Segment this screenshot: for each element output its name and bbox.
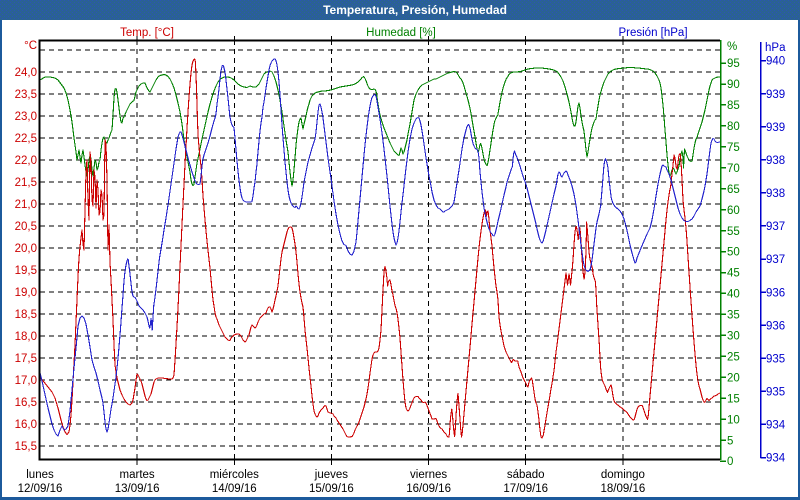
svg-text:Presión [hPa]: Presión [hPa]	[618, 27, 687, 39]
svg-text:20,5: 20,5	[15, 221, 37, 233]
svg-text:935: 935	[766, 387, 785, 399]
svg-text:937: 937	[766, 221, 785, 233]
svg-text:80: 80	[727, 121, 740, 133]
svg-text:miércoles: miércoles	[210, 469, 259, 481]
svg-text:939: 939	[766, 122, 785, 134]
svg-text:°C: °C	[24, 40, 37, 52]
svg-text:25: 25	[727, 352, 740, 364]
svg-text:jueves: jueves	[314, 469, 348, 481]
svg-text:0: 0	[727, 456, 733, 468]
svg-text:17,0: 17,0	[15, 375, 37, 387]
svg-text:5: 5	[727, 435, 733, 447]
svg-text:15: 15	[727, 393, 740, 405]
svg-text:22,0: 22,0	[15, 155, 37, 167]
svg-text:22,5: 22,5	[15, 133, 37, 145]
svg-text:15/09/16: 15/09/16	[309, 483, 354, 495]
svg-text:12/09/16: 12/09/16	[18, 483, 63, 495]
svg-text:21,0: 21,0	[15, 199, 37, 211]
svg-text:50: 50	[727, 247, 740, 259]
svg-text:90: 90	[727, 79, 740, 91]
svg-text:16,5: 16,5	[15, 397, 37, 409]
svg-text:938: 938	[766, 155, 785, 167]
svg-text:936: 936	[766, 287, 785, 299]
svg-text:938: 938	[766, 188, 785, 200]
svg-text:30: 30	[727, 331, 740, 343]
svg-text:18,5: 18,5	[15, 309, 37, 321]
svg-text:19,5: 19,5	[15, 265, 37, 277]
svg-text:15,5: 15,5	[15, 441, 37, 453]
svg-text:935: 935	[766, 353, 785, 365]
svg-text:14/09/16: 14/09/16	[212, 483, 257, 495]
svg-text:sábado: sábado	[507, 469, 545, 481]
svg-text:20,0: 20,0	[15, 243, 37, 255]
svg-text:hPa: hPa	[765, 42, 786, 54]
svg-text:60: 60	[727, 205, 740, 217]
svg-text:21,5: 21,5	[15, 177, 37, 189]
svg-text:Humedad [%]: Humedad [%]	[366, 27, 436, 39]
svg-text:17/09/16: 17/09/16	[503, 483, 548, 495]
svg-text:16/09/16: 16/09/16	[406, 483, 451, 495]
svg-text:viernes: viernes	[410, 469, 447, 481]
svg-text:75: 75	[727, 142, 740, 154]
svg-text:55: 55	[727, 226, 740, 238]
svg-text:lunes: lunes	[26, 469, 54, 481]
svg-text:17,5: 17,5	[15, 353, 37, 365]
svg-text:45: 45	[727, 268, 740, 280]
svg-text:95: 95	[727, 58, 740, 70]
svg-text:18/09/16: 18/09/16	[601, 483, 646, 495]
svg-text:70: 70	[727, 163, 740, 175]
svg-text:16,0: 16,0	[15, 419, 37, 431]
svg-text:24,0: 24,0	[15, 67, 37, 79]
svg-text:40: 40	[727, 289, 740, 301]
svg-text:19,0: 19,0	[15, 287, 37, 299]
svg-text:934: 934	[766, 453, 786, 465]
svg-text:Temp. [°C]: Temp. [°C]	[120, 27, 174, 39]
svg-text:937: 937	[766, 254, 785, 266]
svg-text:35: 35	[727, 310, 740, 322]
svg-text:martes: martes	[120, 469, 155, 481]
svg-text:%: %	[727, 41, 737, 53]
svg-text:939: 939	[766, 89, 785, 101]
svg-text:936: 936	[766, 320, 785, 332]
svg-text:13/09/16: 13/09/16	[115, 483, 160, 495]
svg-text:23,5: 23,5	[15, 89, 37, 101]
svg-text:20: 20	[727, 372, 740, 384]
svg-text:domingo: domingo	[601, 469, 645, 481]
svg-text:940: 940	[766, 56, 785, 68]
svg-text:18,0: 18,0	[15, 331, 37, 343]
svg-text:10: 10	[727, 414, 740, 426]
svg-text:934: 934	[766, 420, 786, 432]
svg-text:65: 65	[727, 184, 740, 196]
svg-text:85: 85	[727, 100, 740, 112]
svg-text:23,0: 23,0	[15, 111, 37, 123]
